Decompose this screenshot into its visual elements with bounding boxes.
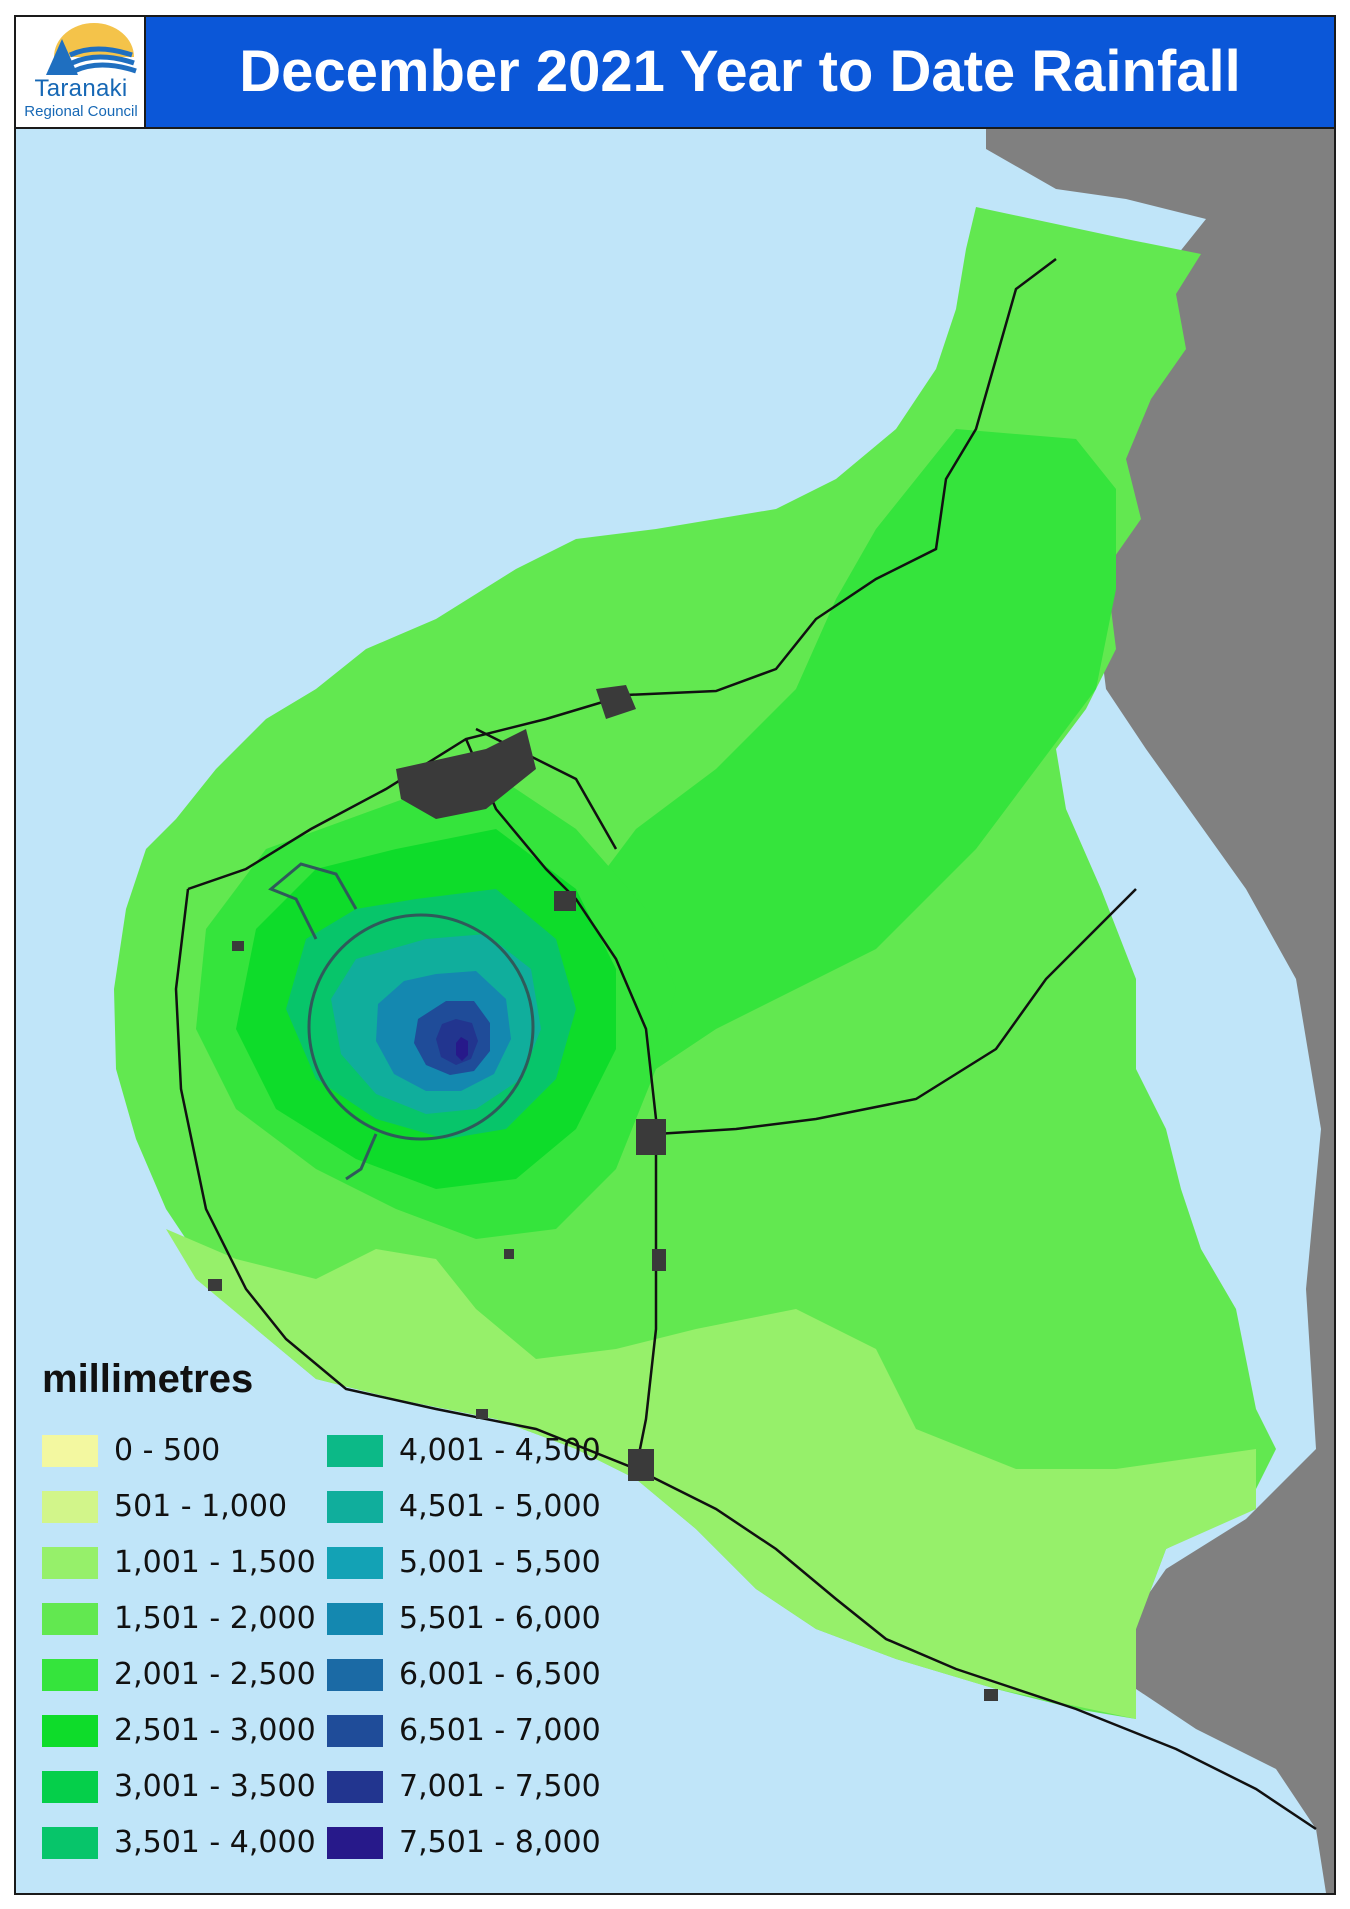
legend-label: 3,001 - 3,500 [114, 1769, 316, 1804]
legend-label: 6,001 - 6,500 [399, 1657, 601, 1692]
legend-label: 1,501 - 2,000 [114, 1601, 316, 1636]
legend-label: 7,501 - 8,000 [399, 1825, 601, 1860]
logo-text-taranaki: Taranaki [34, 75, 128, 102]
legend-swatch [327, 1491, 383, 1523]
legend-label: 1,001 - 1,500 [114, 1545, 316, 1580]
map-frame: Taranaki Regional Council December 2021 … [14, 15, 1336, 1895]
legend-label: 2,501 - 3,000 [114, 1713, 316, 1748]
logo-text-regional-council: Regional Council [24, 103, 138, 120]
legend-label: 4,001 - 4,500 [399, 1433, 601, 1468]
legend-label: 6,501 - 7,000 [399, 1713, 601, 1748]
legend-swatch [42, 1715, 98, 1747]
rainfall-zone-4 [536, 429, 1116, 1089]
towns [208, 685, 998, 1701]
legend-swatch [327, 1771, 383, 1803]
legend-label: 5,001 - 5,500 [399, 1545, 601, 1580]
legend-swatch [42, 1603, 98, 1635]
neighbouring-land [986, 129, 1334, 1893]
logo-mountain-waves-icon [46, 23, 137, 75]
legend-swatch [327, 1547, 383, 1579]
legend-swatch [42, 1491, 98, 1523]
legend-swatch [42, 1827, 98, 1859]
legend-swatch [42, 1771, 98, 1803]
rainfall-zone-15 [456, 1037, 468, 1061]
legend-title: millimetres [42, 1357, 254, 1401]
council-logo: Taranaki Regional Council [16, 17, 146, 127]
legend-swatch [42, 1435, 98, 1467]
legend-swatch [327, 1435, 383, 1467]
national-park-boundary [268, 862, 535, 1181]
legend-label: 4,501 - 5,000 [399, 1489, 601, 1524]
legend-swatch [42, 1659, 98, 1691]
legend-swatch [327, 1603, 383, 1635]
header-bar: Taranaki Regional Council December 2021 … [16, 17, 1334, 129]
legend-swatch [327, 1659, 383, 1691]
legend-swatch [42, 1547, 98, 1579]
legend-label: 5,501 - 6,000 [399, 1601, 601, 1636]
rainfall-map [16, 129, 1334, 1893]
legend-label: 3,501 - 4,000 [114, 1825, 316, 1860]
legend-swatch [327, 1827, 383, 1859]
legend-label: 0 - 500 [114, 1433, 221, 1468]
legend-label: 7,001 - 7,500 [399, 1769, 601, 1804]
taranaki-region [114, 207, 1276, 1719]
legend-swatch [327, 1715, 383, 1747]
rainfall-zone-2 [166, 1229, 1256, 1719]
legend-label: 501 - 1,000 [114, 1489, 288, 1524]
legend-label: 2,001 - 2,500 [114, 1657, 316, 1692]
map-title: December 2021 Year to Date Rainfall [239, 39, 1241, 104]
